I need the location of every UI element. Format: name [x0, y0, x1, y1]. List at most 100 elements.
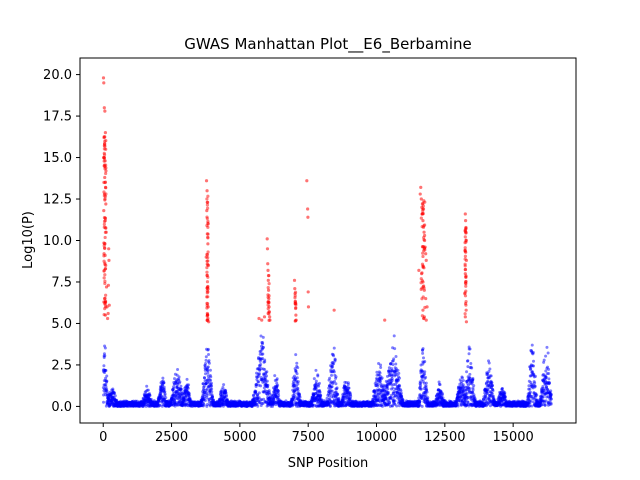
- snp-point: [423, 370, 427, 374]
- snp-point: [471, 388, 475, 392]
- significant-snp-point: [102, 312, 106, 317]
- snp-point: [534, 374, 537, 378]
- snp-point: [104, 376, 108, 380]
- snp-point: [186, 386, 190, 390]
- significant-snp-point: [107, 247, 111, 251]
- significant-snp-point: [103, 281, 107, 286]
- snp-point: [332, 354, 336, 358]
- snp-point: [206, 369, 210, 373]
- significant-snp-point: [103, 175, 107, 180]
- snp-point: [254, 390, 258, 394]
- snp-point: [102, 400, 106, 404]
- snp-point: [392, 357, 396, 361]
- significant-snp-point: [383, 318, 387, 322]
- snp-point: [176, 367, 180, 371]
- snp-point: [423, 359, 427, 363]
- snp-point: [145, 384, 149, 388]
- significant-snp-point: [332, 308, 336, 312]
- snp-point: [530, 343, 534, 347]
- significant-snp-point: [206, 290, 210, 294]
- snp-point: [342, 398, 346, 402]
- snp-point: [211, 395, 215, 399]
- snp-point: [275, 377, 279, 381]
- snp-point: [206, 371, 210, 375]
- significant-snp-point: [294, 319, 298, 323]
- snp-point: [396, 368, 400, 372]
- significant-snp-point: [205, 266, 209, 270]
- significant-snp-point: [206, 242, 210, 246]
- significant-snp-point: [205, 189, 209, 193]
- snp-point: [380, 404, 384, 408]
- snp-point: [549, 389, 553, 393]
- significant-snp-point: [102, 190, 106, 194]
- snp-point: [489, 374, 493, 378]
- significant-snp-point: [102, 153, 107, 157]
- snp-point: [401, 398, 405, 402]
- snp-point: [259, 349, 263, 353]
- significant-snp-point: [102, 219, 107, 224]
- snp-point: [528, 390, 532, 394]
- significant-snp-point: [293, 290, 298, 294]
- snp-point: [209, 378, 213, 382]
- snp-point: [533, 381, 537, 385]
- snp-point: [314, 368, 318, 372]
- snp-point: [207, 359, 211, 363]
- significant-snp-point: [420, 225, 424, 229]
- snp-point: [102, 364, 106, 368]
- significant-snp-point: [421, 245, 425, 249]
- snp-point: [488, 367, 492, 371]
- snp-point: [500, 386, 504, 390]
- snp-point: [386, 390, 390, 394]
- significant-snp-point: [205, 280, 210, 284]
- snp-point: [201, 382, 205, 386]
- significant-snp-point: [205, 203, 209, 207]
- snp-point: [393, 399, 397, 403]
- snp-point: [330, 373, 334, 377]
- snp-point: [204, 372, 208, 376]
- significant-snp-point: [102, 216, 107, 220]
- snp-point: [296, 382, 300, 386]
- snp-point: [347, 386, 351, 390]
- significant-snp-point: [257, 316, 261, 321]
- significant-snp-point: [102, 244, 106, 248]
- snp-point: [207, 352, 211, 356]
- snp-point: [162, 387, 166, 391]
- significant-snp-point: [422, 316, 426, 321]
- significant-snp-point: [464, 308, 468, 312]
- snp-point: [173, 377, 176, 381]
- significant-snp-point: [266, 268, 270, 272]
- snp-point: [531, 364, 535, 368]
- snp-point: [277, 394, 281, 398]
- significant-snp-point: [205, 270, 209, 274]
- significant-snp-point: [260, 318, 264, 322]
- snp-point: [209, 375, 213, 379]
- snp-point: [418, 399, 422, 403]
- snp-point: [291, 401, 295, 405]
- snp-point: [204, 358, 208, 362]
- significant-snp-point: [266, 306, 270, 311]
- significant-snp-point: [266, 286, 270, 290]
- significant-snp-point: [101, 76, 106, 80]
- snp-point: [544, 375, 548, 379]
- snp-point: [438, 383, 442, 387]
- snp-point: [399, 391, 403, 395]
- snp-point: [470, 366, 474, 370]
- snp-point: [391, 404, 395, 408]
- significant-snp-point: [422, 235, 426, 240]
- significant-snp-point: [104, 186, 108, 190]
- snp-point: [261, 352, 265, 356]
- snp-point: [490, 384, 494, 388]
- snp-point: [333, 379, 337, 383]
- snp-point: [103, 346, 107, 350]
- snp-point: [469, 361, 473, 365]
- snp-point: [276, 391, 280, 395]
- significant-snp-point: [267, 282, 271, 286]
- significant-snp-point: [205, 253, 210, 257]
- snp-point: [421, 351, 425, 355]
- snp-point: [259, 334, 263, 338]
- snp-point: [296, 386, 300, 390]
- significant-snp-point: [418, 192, 422, 196]
- significant-snp-point: [267, 300, 271, 304]
- significant-snp-point: [102, 222, 106, 226]
